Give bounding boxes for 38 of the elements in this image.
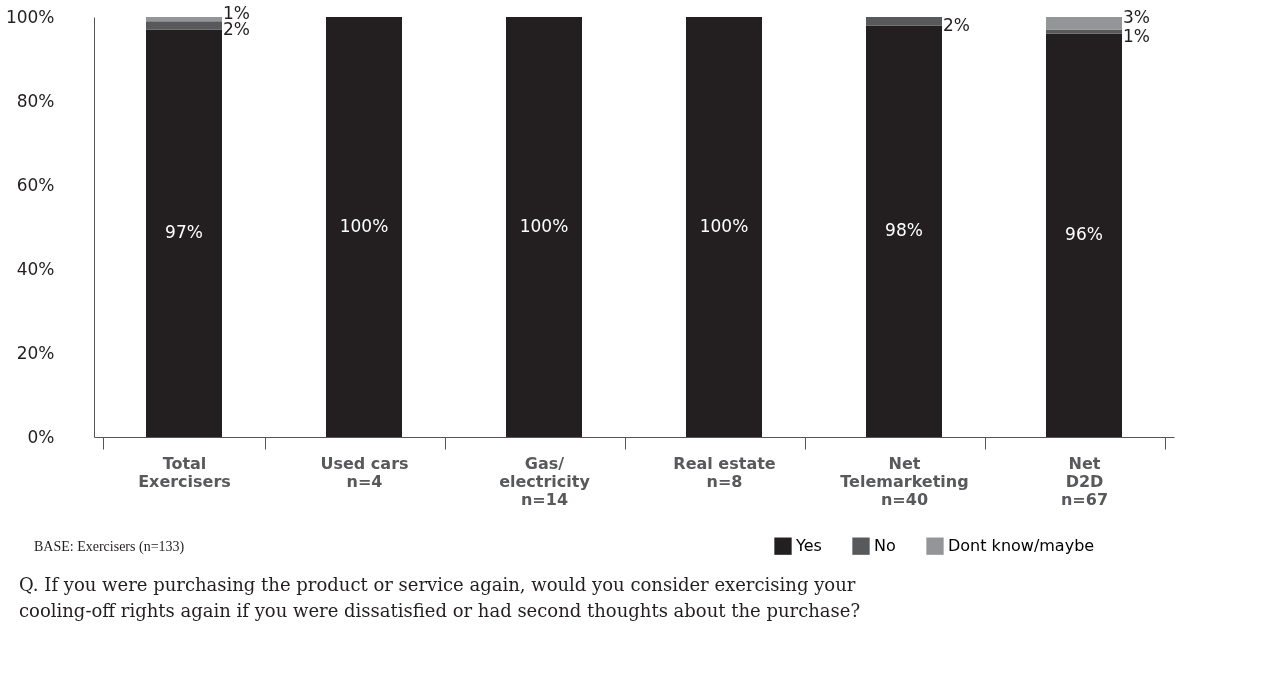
- bar: [146, 17, 222, 22]
- bar: [866, 25, 942, 437]
- x-tick-label: Real estate n=8: [673, 453, 776, 491]
- data-label: 98%: [885, 220, 923, 241]
- data-label: 3%: [1123, 7, 1150, 28]
- bar: [1046, 17, 1122, 30]
- text: BASE: Exercisers (n=133): [34, 539, 185, 555]
- text: Q. If you were purchasing the product or service again, would you consider exercising your cooling-off rights again if you were dissatisfied or had second thoughts about the purchase?: [19, 574, 861, 621]
- data-label: 97%: [165, 222, 203, 243]
- bar: [146, 29, 222, 437]
- x-tick-label: Used cars n=4: [320, 453, 409, 491]
- data-label: 100%: [699, 216, 749, 236]
- bar: [686, 17, 762, 437]
- bar: [866, 17, 942, 26]
- bar: [1046, 33, 1122, 437]
- data-label: 2%: [943, 15, 970, 36]
- bar: [1046, 29, 1122, 34]
- legend-label: Dont know/maybe: [948, 536, 1095, 556]
- y-tick-label: 40%: [16, 258, 55, 279]
- bar: [506, 17, 582, 437]
- legend-label: No: [874, 536, 896, 556]
- data-label: 1%: [1123, 25, 1150, 46]
- y-tick-label: 20%: [16, 342, 55, 363]
- bar: [326, 17, 402, 437]
- x-tick-label: Net D2D n=67: [1060, 453, 1109, 509]
- x-tick-label: Net Telemarketing n=40: [840, 453, 969, 509]
- data-label: 96%: [1065, 224, 1103, 245]
- legend-label: Yes: [795, 536, 822, 556]
- y-tick-label: 0%: [27, 426, 55, 447]
- bar: [146, 21, 222, 30]
- x-tick-label: Total Exercisers: [138, 453, 231, 491]
- data-label: 100%: [519, 216, 569, 236]
- data-label: 100%: [339, 216, 389, 236]
- data-label: 2%: [223, 19, 250, 40]
- y-tick-label: 80%: [16, 90, 55, 111]
- y-tick-label: 100%: [5, 6, 55, 27]
- y-tick-label: 60%: [16, 174, 55, 195]
- x-tick-label: Gas/ electricity n=14: [499, 453, 591, 509]
